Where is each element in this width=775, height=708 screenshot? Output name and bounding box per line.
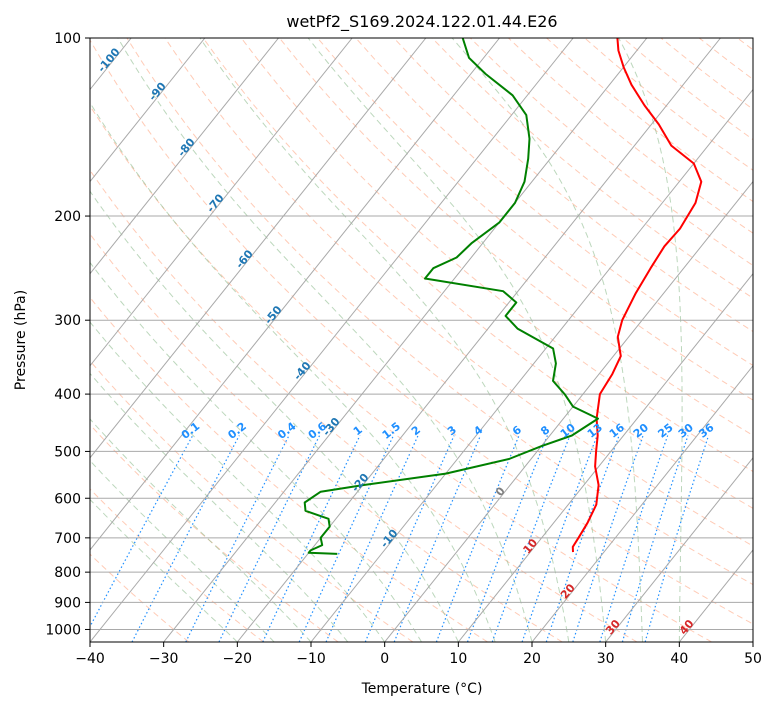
dry-adiabat-line xyxy=(317,38,753,401)
x-tick-label: 10 xyxy=(449,651,467,667)
isotherm-line xyxy=(90,38,427,459)
moist-adiabat-line xyxy=(90,261,422,642)
x-tick-label: −10 xyxy=(296,651,326,667)
mixing-ratio-lines xyxy=(90,435,710,642)
x-tick-label: −30 xyxy=(149,651,179,667)
moist-adiabat-line xyxy=(117,38,533,642)
mixing-ratio-line xyxy=(90,435,194,628)
dry-adiabat-line xyxy=(90,105,712,642)
moist-adiabat-line xyxy=(90,459,275,642)
isotherm-line xyxy=(90,38,279,275)
mixing-ratio-line xyxy=(364,435,455,642)
dry-adiabat-line xyxy=(355,38,753,367)
dry-adiabat-line xyxy=(90,296,488,642)
isotherm-line xyxy=(90,38,574,642)
moist-adiabat-line xyxy=(90,498,238,642)
x-tick-label: −20 xyxy=(223,651,253,667)
moist-adiabat-line xyxy=(307,38,607,642)
moist-adiabat-line xyxy=(90,372,349,642)
dry-adiabat-line xyxy=(126,38,753,586)
chart-title: wetPf2_S169.2024.122.01.44.E26 xyxy=(286,12,557,32)
mixing-ratio-line xyxy=(435,435,520,642)
isotherm-line xyxy=(605,457,753,642)
x-tick-label: 50 xyxy=(744,651,762,667)
dry-adiabat-line xyxy=(393,38,753,333)
moist-adiabat-line xyxy=(90,190,459,642)
plot-frame xyxy=(89,37,754,643)
dry-adiabat-line xyxy=(202,38,753,509)
isotherm-line xyxy=(236,38,721,642)
y-tick-label: 400 xyxy=(54,387,81,403)
dry-adiabat-line xyxy=(90,423,339,642)
y-axis-title: Pressure (hPa) xyxy=(13,290,29,390)
x-tick-label: 20 xyxy=(523,651,541,667)
y-axis-ticks: 1000 900 800 700 600 500 400 300 200 100 xyxy=(45,31,90,638)
moist-adiabat-line xyxy=(90,321,386,642)
x-tick-label: −40 xyxy=(75,651,105,667)
profile-lines xyxy=(303,38,703,555)
moist-adiabat-line xyxy=(451,38,643,642)
y-tick-label: 1000 xyxy=(45,622,81,638)
y-tick-label: 200 xyxy=(54,209,81,225)
dry-adiabat-line xyxy=(90,169,638,642)
isotherms xyxy=(90,38,753,642)
y-tick-label: 600 xyxy=(54,491,81,507)
dry-adiabat-line xyxy=(164,38,753,547)
moist-adiabat-line xyxy=(90,101,496,642)
x-axis-title: Temperature (°C) xyxy=(361,681,483,697)
moist-adiabat-line xyxy=(199,38,570,642)
isotherm-line xyxy=(531,364,753,642)
mixing-ratio-line xyxy=(491,435,571,642)
isotherm-line xyxy=(163,38,648,642)
x-tick-label: 0 xyxy=(380,651,389,667)
y-tick-label: 100 xyxy=(54,31,81,47)
y-tick-label: 900 xyxy=(54,595,81,611)
dewpoint-profile-line xyxy=(303,38,599,555)
y-tick-label: 500 xyxy=(54,444,81,460)
y-tick-label: 300 xyxy=(54,313,81,329)
mixing-ratio-line xyxy=(131,435,240,642)
isotherm-line xyxy=(384,180,753,642)
y-tick-label: 700 xyxy=(54,531,81,547)
x-tick-label: 30 xyxy=(597,651,615,667)
x-axis-ticks: −40 −30 −20 −10 0 10 20 30 40 50 xyxy=(75,642,762,667)
dry-adiabat-line xyxy=(90,233,563,642)
mixing-ratio-line xyxy=(325,435,419,642)
isotherm-line xyxy=(457,272,753,642)
mixing-ratio-line xyxy=(185,435,290,642)
isotherm-line xyxy=(310,88,753,642)
mixing-ratio-line xyxy=(521,435,598,642)
moist-adiabat-line xyxy=(618,38,683,642)
y-tick-label: 800 xyxy=(54,565,81,581)
isotherm-line xyxy=(90,38,500,551)
moist-adiabats xyxy=(90,38,683,642)
mixing-ratio-line xyxy=(466,435,548,642)
x-tick-label: 40 xyxy=(670,651,688,667)
dry-adiabat-line xyxy=(90,553,190,642)
temperature-profile-line xyxy=(571,38,703,553)
mixing-ratio-line xyxy=(218,435,321,642)
isotherm-line xyxy=(90,38,353,367)
dry-adiabat-line xyxy=(90,39,753,625)
isotherm-line xyxy=(90,38,206,183)
